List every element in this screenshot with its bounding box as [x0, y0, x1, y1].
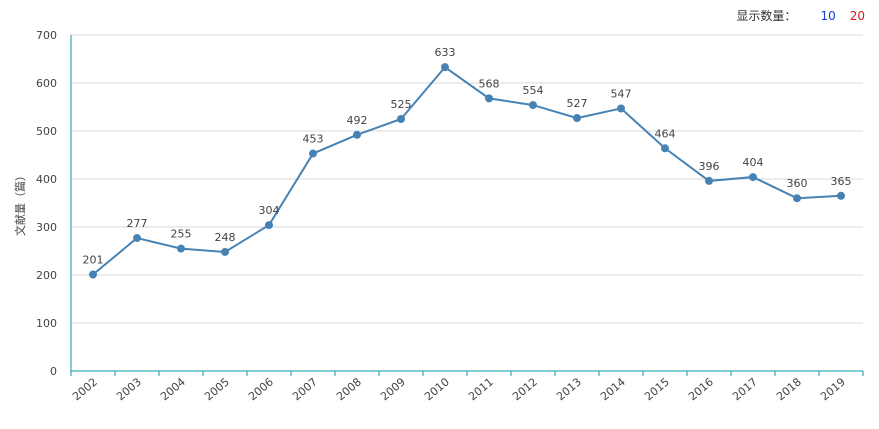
data-label: 277 — [127, 217, 148, 230]
x-tick-label: 2012 — [510, 375, 540, 403]
data-point[interactable] — [617, 104, 625, 113]
data-point[interactable] — [485, 94, 493, 103]
x-tick-label: 2011 — [466, 375, 496, 403]
x-tick-label: 2003 — [114, 375, 144, 403]
data-label: 633 — [435, 46, 456, 59]
data-label: 201 — [83, 254, 104, 267]
x-tick-label: 2019 — [818, 375, 848, 403]
x-tick-label: 2009 — [378, 375, 408, 403]
y-tick-label: 600 — [36, 77, 57, 90]
x-tick-label: 2007 — [290, 375, 320, 403]
y-tick-label: 500 — [36, 125, 57, 138]
data-label: 304 — [259, 204, 280, 217]
data-point[interactable] — [441, 63, 449, 72]
data-point[interactable] — [265, 221, 273, 230]
y-axis: 0 100 200 300 400 500 600 700 — [36, 29, 72, 378]
y-axis-label: 文献量（篇） — [13, 170, 27, 236]
data-label: 396 — [699, 160, 720, 173]
data-label: 527 — [567, 97, 588, 110]
data-point[interactable] — [353, 130, 361, 139]
data-label: 554 — [523, 84, 544, 97]
data-label: 255 — [171, 228, 192, 241]
data-label: 248 — [215, 231, 236, 244]
y-tick-label: 700 — [36, 29, 57, 42]
data-point[interactable] — [309, 149, 317, 158]
data-label: 568 — [479, 77, 500, 90]
data-point[interactable] — [89, 270, 97, 279]
x-tick-label: 2010 — [422, 375, 452, 403]
x-tick-label: 2005 — [202, 375, 232, 403]
x-tick-label: 2017 — [730, 375, 760, 403]
series — [89, 63, 845, 279]
data-label: 360 — [787, 177, 808, 190]
grid-lines — [71, 34, 863, 324]
x-tick-label: 2006 — [246, 375, 276, 403]
y-tick-label: 400 — [36, 173, 57, 186]
x-tick-label: 2016 — [686, 375, 716, 403]
series-line — [92, 65, 842, 276]
data-point[interactable] — [837, 191, 845, 200]
display-count-label: 显示数量： — [736, 9, 797, 23]
data-label: 547 — [611, 87, 632, 100]
x-tick-label: 2008 — [334, 375, 364, 403]
data-point[interactable] — [573, 114, 581, 123]
data-point[interactable] — [221, 247, 229, 256]
data-point[interactable] — [705, 176, 713, 185]
y-tick-label: 0 — [50, 365, 57, 378]
data-point[interactable] — [793, 194, 801, 203]
data-label: 525 — [391, 98, 412, 111]
data-label: 453 — [303, 133, 324, 146]
display-count-option-10[interactable]: 10 — [820, 8, 836, 23]
y-tick-label: 300 — [36, 221, 57, 234]
data-label: 365 — [831, 175, 852, 188]
data-point[interactable] — [749, 173, 757, 182]
y-tick-label: 100 — [36, 317, 57, 330]
data-label: 404 — [743, 156, 764, 169]
display-count-control: 显示数量： 10 20 — [736, 7, 865, 24]
x-tick-label: 2004 — [158, 375, 188, 403]
data-point[interactable] — [661, 144, 669, 153]
data-point[interactable] — [397, 115, 405, 123]
x-tick-label: 2014 — [598, 375, 628, 403]
data-label: 492 — [347, 114, 368, 127]
x-tick-label: 2015 — [642, 375, 672, 403]
x-axis: 2002 2003 2004 2005 2006 2007 2008 2009 2010 2011… — [70, 370, 864, 403]
data-point[interactable] — [133, 234, 141, 243]
display-count-option-20[interactable]: 20 — [849, 8, 865, 23]
data-point[interactable] — [177, 244, 185, 253]
data-label: 464 — [655, 127, 676, 140]
x-tick-label: 2018 — [774, 375, 804, 403]
x-tick-label: 2013 — [554, 375, 584, 403]
y-tick-label: 200 — [36, 269, 57, 282]
x-tick-label: 2002 — [70, 375, 100, 403]
data-labels: 201 277 255 248 304 453 492 525 633 568 554 527 547 4… — [83, 46, 852, 266]
data-point[interactable] — [529, 101, 537, 110]
